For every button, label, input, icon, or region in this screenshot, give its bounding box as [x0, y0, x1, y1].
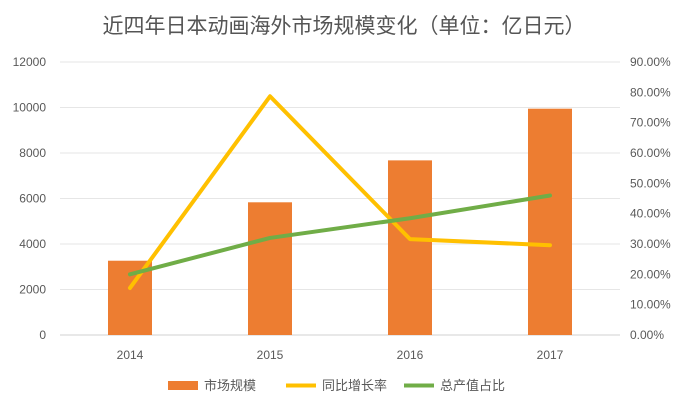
- chart-title: 近四年日本动画海外市场规模变化（单位：亿日元）: [102, 14, 586, 38]
- y-left-tick-label: 6000: [19, 192, 46, 206]
- legend-swatch: [168, 381, 198, 390]
- y-right-tick-label: 0.00%: [630, 328, 664, 342]
- line-series: [128, 94, 552, 290]
- x-tick-label: 2016: [397, 348, 424, 362]
- y-right-tick-label: 10.00%: [630, 298, 671, 312]
- legend-label: 总产值占比: [440, 378, 505, 394]
- bar: [248, 202, 292, 335]
- y-left-tick-label: 4000: [19, 237, 46, 251]
- bar: [388, 160, 432, 335]
- y-left-tick-label: 0: [39, 328, 46, 342]
- y-left-tick-label: 12000: [13, 55, 47, 69]
- axis-labels: 0 2000 4000 6000 8000 10000 12000 0.00% 10.00% 20…: [13, 55, 671, 362]
- y-right-tick-label: 70.00%: [630, 116, 671, 130]
- y-right-tick-label: 90.00%: [630, 55, 671, 69]
- x-tick-label: 2015: [257, 348, 284, 362]
- share-line: [128, 193, 552, 277]
- y-right-tick-label: 40.00%: [630, 207, 671, 221]
- y-right-tick-label: 80.00%: [630, 85, 671, 99]
- y-right-tick-label: 50.00%: [630, 176, 671, 190]
- x-tick-label: 2014: [117, 348, 144, 362]
- y-right-tick-label: 20.00%: [630, 267, 671, 281]
- legend-label: 市场规模: [204, 378, 256, 394]
- gridlines: [60, 61, 620, 336]
- bar: [528, 108, 572, 335]
- legend-label: 同比增长率: [322, 378, 387, 394]
- y-left-tick-label: 8000: [19, 146, 46, 160]
- growth-rate-line: [128, 94, 552, 290]
- y-left-tick-label: 10000: [13, 101, 47, 115]
- y-right-tick-label: 60.00%: [630, 146, 671, 160]
- legend: 市场规模 同比增长率 总产值占比: [168, 378, 505, 394]
- y-left-tick-label: 2000: [19, 283, 46, 297]
- y-right-tick-label: 30.00%: [630, 237, 671, 251]
- x-tick-label: 2017: [537, 348, 564, 362]
